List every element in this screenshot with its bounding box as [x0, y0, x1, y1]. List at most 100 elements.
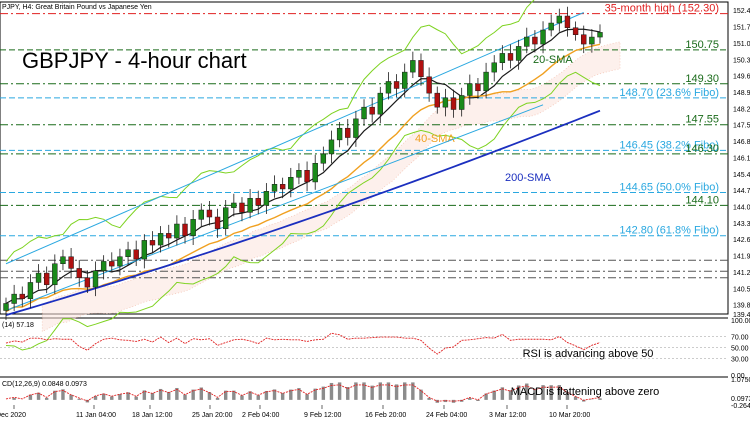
- candle-body: [426, 76, 432, 94]
- candle-body: [190, 219, 196, 236]
- macd-tick: -0.2640: [731, 403, 750, 410]
- candle: [271, 175, 278, 198]
- candle: [572, 21, 579, 41]
- time-tick: 9 Feb 12:00: [304, 412, 341, 419]
- candle: [532, 30, 538, 53]
- candle-body: [206, 209, 213, 218]
- candle-body: [157, 233, 164, 246]
- rsi-tick: 70.00: [731, 335, 749, 342]
- candle-body: [515, 46, 522, 61]
- candle: [402, 63, 408, 98]
- candle-body: [402, 71, 408, 89]
- candle: [458, 87, 465, 117]
- candle: [174, 215, 180, 246]
- candle: [231, 193, 237, 217]
- price-tick: 144.05: [733, 204, 750, 211]
- candle: [247, 189, 253, 219]
- price-tick: 140.55: [733, 286, 750, 293]
- candle: [377, 86, 383, 124]
- price-tick: 144.75: [733, 188, 750, 195]
- candle-body: [564, 15, 571, 28]
- level-label: 148.70 (23.6% Fibo): [619, 87, 719, 99]
- chart-title: GBPJPY - 4-hour chart: [22, 48, 247, 73]
- rsi-line: [5, 332, 601, 355]
- candle-body: [60, 256, 66, 265]
- candle: [515, 39, 522, 70]
- candle-body: [166, 233, 172, 239]
- level-label: 144.10: [685, 194, 719, 206]
- candle: [3, 297, 9, 320]
- candle: [499, 45, 506, 71]
- price-tick: 151.05: [733, 41, 750, 48]
- rsi-tick: 50.00: [731, 346, 749, 353]
- price-tick: 150.35: [733, 57, 750, 64]
- price-tick: 148.95: [733, 90, 750, 97]
- candle: [418, 53, 424, 86]
- candle: [11, 284, 17, 311]
- candle: [507, 44, 514, 69]
- price-tick: 151.75: [733, 25, 750, 32]
- rsi-tick: 30.00: [731, 357, 749, 364]
- candle: [157, 226, 164, 253]
- candle: [279, 177, 286, 199]
- time-tick: 24 Feb 04:00: [426, 412, 467, 419]
- candle-body: [304, 170, 310, 183]
- candle-body: [19, 293, 25, 300]
- candle: [125, 241, 131, 266]
- candle: [263, 183, 270, 214]
- candle: [426, 67, 432, 102]
- level-label: 146.45 (38.2% Fibo): [619, 139, 719, 151]
- candle-body: [336, 127, 343, 141]
- candle-body: [320, 153, 327, 164]
- candle: [312, 154, 318, 190]
- candle: [564, 6, 571, 37]
- macd-annotation: MACD is flattening above zero: [511, 386, 660, 398]
- candle-body: [109, 261, 115, 267]
- candle-body: [92, 270, 99, 288]
- price-tick: 149.65: [733, 74, 750, 81]
- level-label: 146.30: [685, 143, 719, 155]
- symbol-label: PJPY, H4: Great Britain Pound vs Japanes…: [2, 4, 152, 11]
- candle: [149, 231, 156, 253]
- candles: [3, 6, 603, 320]
- candle-body: [597, 32, 603, 38]
- candle-body: [11, 293, 17, 304]
- candle: [76, 259, 82, 287]
- candle-body: [117, 256, 123, 267]
- candle: [68, 247, 74, 278]
- level-label: 150.75: [685, 39, 719, 51]
- time-axis: Dec 2020 11 Jan 04:00 18 Jan 12:00 25 Jan 2…: [0, 405, 590, 419]
- candle-body: [141, 240, 148, 260]
- candle: [141, 234, 148, 269]
- candle-body: [3, 303, 9, 311]
- price-tick: 141.95: [733, 254, 750, 261]
- candle: [182, 217, 188, 244]
- candle: [467, 74, 473, 105]
- candle-body: [345, 127, 351, 138]
- candle: [296, 163, 302, 185]
- candle-body: [369, 106, 375, 115]
- trend-channel-upper: [5, 12, 584, 265]
- candle: [361, 99, 367, 126]
- candle-body: [43, 272, 50, 286]
- candle: [556, 8, 563, 32]
- bollinger-lower: [5, 71, 601, 351]
- candle-body: [231, 202, 237, 208]
- candle: [166, 224, 172, 248]
- candle: [589, 29, 595, 53]
- candle-body: [328, 139, 335, 155]
- candle-body: [223, 207, 229, 229]
- price-tick: 146.15: [733, 155, 750, 162]
- candle: [35, 264, 42, 290]
- level-labels: 35-month high (152.30) 150.75 149.30 148.70…: [605, 3, 719, 237]
- candle: [43, 266, 50, 294]
- candle: [524, 27, 530, 54]
- candle: [393, 74, 400, 98]
- candle: [320, 146, 327, 171]
- candle: [475, 77, 481, 99]
- candle-body: [68, 256, 74, 269]
- candle-body: [377, 92, 383, 115]
- candle-body: [100, 261, 107, 272]
- sma40-line: [5, 43, 601, 313]
